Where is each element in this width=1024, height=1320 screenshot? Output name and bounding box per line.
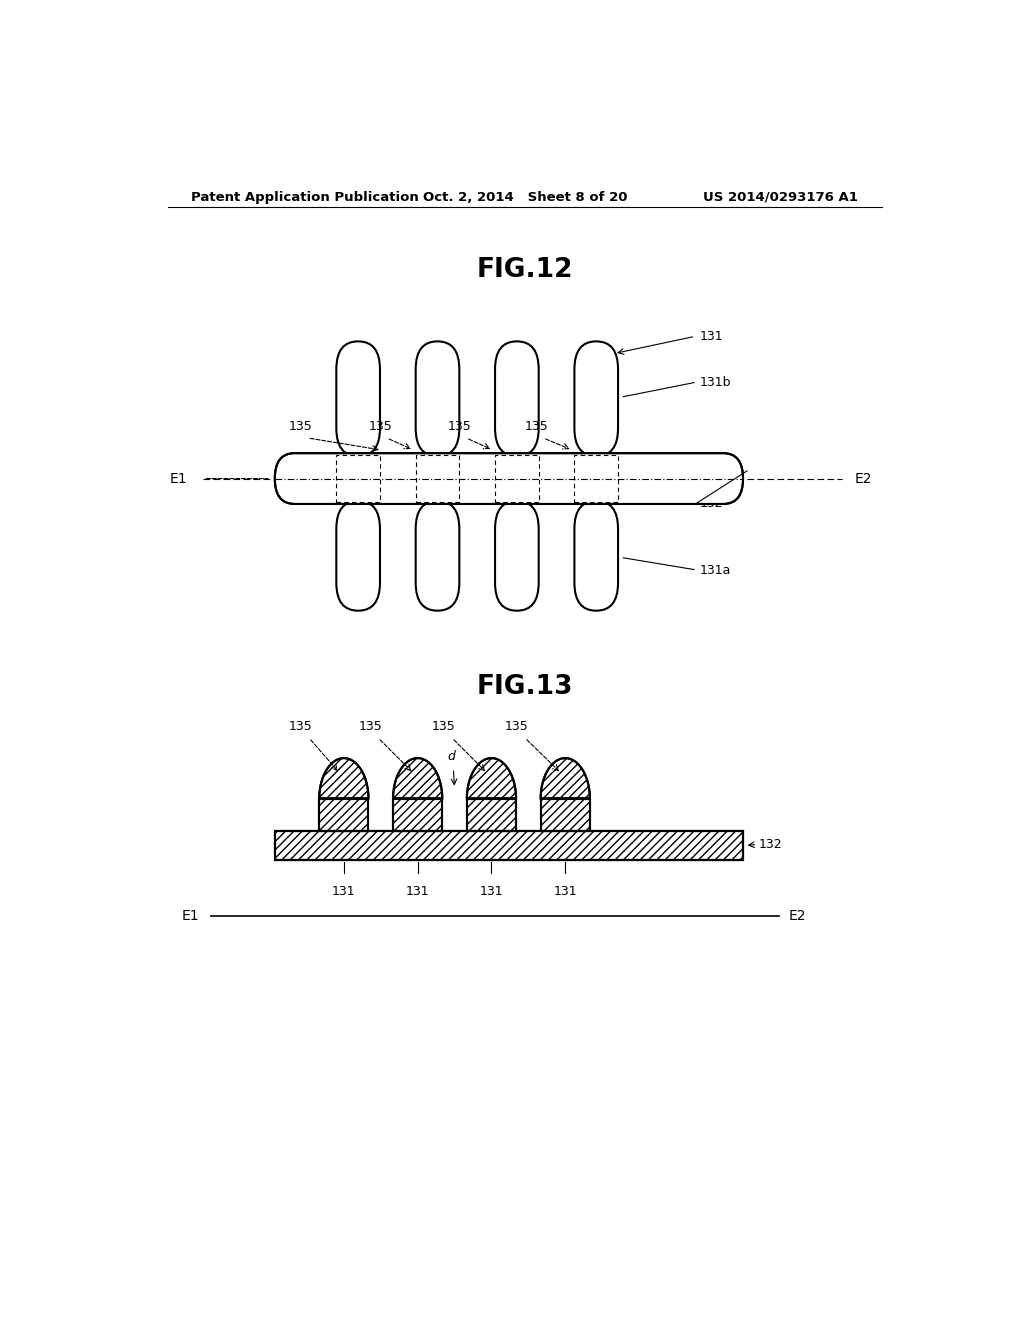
Text: 135: 135 [447, 420, 472, 433]
Text: 132: 132 [699, 498, 723, 511]
Text: 135: 135 [505, 719, 528, 733]
Text: FIG.13: FIG.13 [476, 675, 573, 700]
Text: 131: 131 [479, 886, 503, 898]
Bar [319, 799, 369, 832]
Text: 135: 135 [289, 420, 313, 433]
Text: E1: E1 [170, 471, 187, 486]
Text: 131: 131 [553, 886, 578, 898]
FancyBboxPatch shape [416, 342, 460, 457]
Text: 132: 132 [759, 838, 782, 851]
Bar [467, 799, 516, 832]
Bar [274, 832, 743, 859]
Bar [274, 832, 743, 859]
Bar [467, 799, 516, 832]
Polygon shape [541, 758, 590, 799]
Polygon shape [467, 758, 516, 799]
Bar [393, 799, 442, 832]
FancyBboxPatch shape [336, 500, 380, 611]
Text: 131: 131 [699, 330, 723, 343]
Text: E2: E2 [788, 908, 806, 923]
Text: Patent Application Publication: Patent Application Publication [191, 190, 419, 203]
Text: 131b: 131b [699, 375, 731, 388]
Bar [541, 799, 590, 832]
Text: d: d [447, 750, 455, 763]
Polygon shape [393, 758, 442, 799]
Bar [574, 455, 618, 502]
FancyBboxPatch shape [495, 342, 539, 457]
Text: 131: 131 [332, 886, 355, 898]
Text: 135: 135 [525, 420, 549, 433]
Text: Oct. 2, 2014   Sheet 8 of 20: Oct. 2, 2014 Sheet 8 of 20 [423, 190, 627, 203]
Text: US 2014/0293176 A1: US 2014/0293176 A1 [703, 190, 858, 203]
Text: E2: E2 [854, 471, 871, 486]
FancyBboxPatch shape [495, 500, 539, 611]
Bar [495, 455, 539, 502]
FancyBboxPatch shape [274, 453, 743, 504]
Polygon shape [319, 758, 369, 799]
Bar [274, 832, 743, 859]
Text: 135: 135 [432, 719, 456, 733]
Bar [274, 832, 743, 859]
Text: E1: E1 [182, 908, 200, 923]
FancyBboxPatch shape [336, 342, 380, 457]
Bar [541, 799, 590, 832]
FancyBboxPatch shape [416, 500, 460, 611]
Text: FIG.12: FIG.12 [476, 257, 573, 284]
Bar [541, 799, 590, 832]
FancyBboxPatch shape [574, 342, 618, 457]
Bar [416, 455, 460, 502]
Text: 135: 135 [289, 719, 313, 733]
Bar [467, 799, 516, 832]
Bar [319, 799, 369, 832]
Text: 131a: 131a [699, 564, 731, 577]
Bar [393, 799, 442, 832]
FancyBboxPatch shape [574, 500, 618, 611]
Bar [393, 799, 442, 832]
Bar [336, 455, 380, 502]
Bar [319, 799, 369, 832]
Text: 131: 131 [406, 886, 429, 898]
Text: 135: 135 [369, 420, 392, 433]
Text: 135: 135 [358, 719, 382, 733]
